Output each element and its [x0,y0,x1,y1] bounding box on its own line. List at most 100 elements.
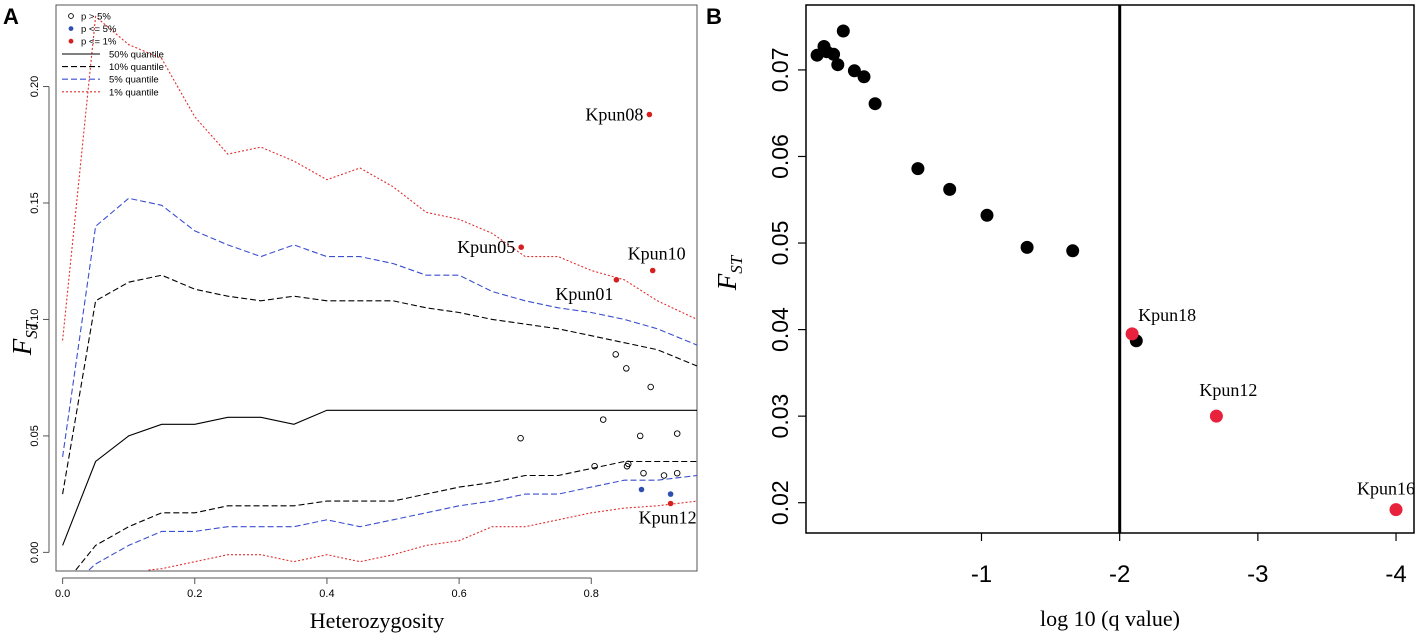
legend-point-label-1: p <= 5% [81,24,117,35]
legend-point-marker-0 [68,13,74,19]
y-tick-label-b-5: 0.07 [767,48,793,93]
panel-b-x-axis-title: log 10 (q value) [1040,606,1180,631]
point-a-label-3: Kpun01 [555,284,613,304]
point-a-14 [591,462,598,470]
point-a-8 [623,365,630,372]
point-b-12 [1020,240,1034,254]
panel-b-y-axis-title: FST [712,254,746,291]
x-tick-label-b-3: -4 [1385,561,1406,588]
y-tick-label-b-0: 0.02 [767,480,793,525]
point-a-6 [667,491,674,497]
panel-b-y-axis: 0.02 0.03 0.04 0.05 0.06 0.07 [767,48,806,525]
y-tick-label-a-0: 0.00 [29,542,41,563]
quantile-line-3 [62,409,697,546]
point-a-10 [517,434,524,442]
legend-line-label-3: 1% quantile [109,87,159,98]
panel-a-frame [55,4,698,572]
panel-b-plot: Kpun18 Kpun12 Kpun16 -1 -2 -3 -4 0.02 0.03 0.04… [712,4,1415,631]
point-a-2 [649,267,656,274]
panel-label-a: A [3,4,19,29]
point-b-7 [857,70,871,84]
point-a-7 [612,351,619,358]
point-b-label-16: Kpun12 [1199,380,1257,400]
point-a-12 [636,432,644,440]
y-tick-label-a-3: 0.15 [29,192,41,213]
y-tick-label-b-4: 0.06 [767,134,793,179]
point-a-11 [599,416,607,423]
point-a-17 [640,469,647,477]
point-b-4 [831,58,845,72]
point-b-label-17: Kpun16 [1357,479,1415,499]
legend-point-marker-1 [68,26,74,31]
point-a-label-2: Kpun10 [628,244,686,264]
point-a-19 [673,469,681,477]
point-b-15 [1125,327,1139,341]
quantile-line-4 [75,460,697,571]
y-tick-label-b-3: 0.05 [767,221,793,266]
x-tick-label-a-4: 0.8 [584,588,599,600]
panel-a-quantile-lines [62,15,698,571]
panel-a-x-axis: 0.0 0.2 0.4 0.6 0.8 [55,577,599,600]
y-tick-label-a-2: 0.10 [29,309,41,330]
point-b-17 [1389,503,1403,517]
quantile-line-2 [62,274,698,495]
x-tick-label-a-0: 0.0 [55,588,70,600]
point-b-label-15: Kpun18 [1138,305,1196,325]
point-a-5 [638,486,645,493]
x-tick-label-a-2: 0.4 [319,588,334,600]
panel-a-y-axis: 0.00 0.05 0.10 0.15 0.20 [29,76,50,563]
x-tick-label-a-3: 0.6 [451,588,466,600]
panel-b-y-axis-title-main: F [712,273,742,291]
legend-line-label-0: 50% quantile [109,50,164,61]
svg-text:FST: FST [7,319,41,356]
point-a-9 [647,383,654,391]
x-tick-label-a-1: 0.2 [187,588,202,600]
point-a-1 [518,244,524,250]
legend-line-label-1: 10% quantile [109,62,164,73]
point-a-3 [613,277,620,283]
point-b-16 [1209,409,1223,423]
panel-a-y-axis-title-main: F [7,338,37,356]
quantile-line-5 [88,474,698,571]
point-a-0 [646,111,653,118]
point-b-5 [836,24,850,38]
legend-point-label-0: p > 5% [81,12,111,23]
point-a-13 [673,430,681,437]
point-a-label-0: Kpun08 [585,105,643,125]
point-b-11 [980,208,994,222]
point-b-10 [943,182,957,196]
panel-b-frame [805,4,1415,534]
point-a-label-1: Kpun05 [457,237,515,257]
point-a-label-4: Kpun12 [639,508,697,528]
y-tick-label-a-4: 0.20 [29,76,41,97]
point-a-16 [625,460,632,468]
point-b-3 [827,47,841,61]
panel-a-points: Kpun08 Kpun05 Kpun10 Kpun01 Kpun12 [457,105,696,528]
point-b-9 [911,162,925,176]
y-tick-label-a-1: 0.05 [29,425,41,446]
legend-point-marker-2 [68,38,74,44]
svg-text:FST: FST [712,254,746,291]
quantile-line-1 [62,197,698,457]
panel-a-plot: Kpun08 Kpun05 Kpun10 Kpun01 Kpun12 0.0 0.2 0.4… [7,4,698,633]
quantile-line-6 [148,500,698,571]
quantile-line-0 [62,15,698,341]
x-tick-label-b-0: -1 [971,561,992,588]
y-tick-label-b-2: 0.04 [767,307,793,352]
x-tick-label-b-2: -3 [1247,561,1268,588]
legend-point-label-2: p <= 1% [81,37,117,48]
point-a-4 [667,500,674,507]
legend-line-label-2: 5% quantile [109,75,159,86]
point-b-13 [1066,244,1080,258]
panel-a-y-axis-title-sub: ST [22,319,41,339]
panel-b-x-axis: -1 -2 -3 -4 [971,533,1407,588]
x-tick-label-b-1: -2 [1109,561,1130,588]
point-a-18 [660,472,668,479]
panel-label-b: B [706,4,722,29]
point-b-6 [847,64,861,78]
panel-a-y-axis-title: FST [7,319,41,356]
panel-b-y-axis-title-sub: ST [727,254,746,274]
panel-a-x-axis-title: Heterozygosity [310,608,444,633]
